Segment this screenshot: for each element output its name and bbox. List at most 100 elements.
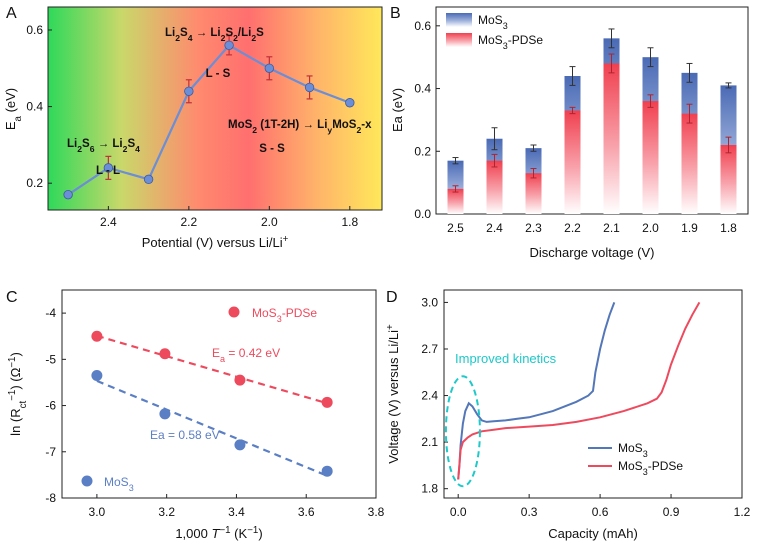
panel-a-point xyxy=(63,189,73,200)
panel-a-annotation-reaction: MoS2 (1T-2H) → LiyMoS2-x xyxy=(228,119,372,135)
panel-c-y-tick-label: -8 xyxy=(45,491,56,505)
panel-b-y-tick-label: 0.6 xyxy=(414,19,431,33)
panel-a-point xyxy=(103,163,114,173)
panel-c: C 3.0 3.2 3.4 3.6 3.8 -4 -5 -6 -7 -8 Ea = 0.42 eV… xyxy=(6,289,385,541)
panel-d-curve-mos3-pdse xyxy=(457,301,701,480)
panel-c-point xyxy=(234,439,246,451)
panel-a-x-axis-label: Potential (V) versus Li/Li+ xyxy=(142,234,289,251)
panel-c-x-axis-label: 1,000 T−1 (K−1) xyxy=(175,525,262,542)
panel-d-annotation: Improved kinetics xyxy=(455,351,557,366)
panel-b-frame xyxy=(435,6,749,215)
panel-c-point xyxy=(159,408,171,420)
panel-a-label: A xyxy=(6,5,17,22)
panel-a-annotation-reaction: Li2S6 → Li2S4 xyxy=(67,138,140,154)
panel-c-frame xyxy=(61,289,377,499)
panel-a-point xyxy=(184,86,194,96)
panel-a-annotation-region: S - S xyxy=(259,143,285,155)
panel-b: B 2.5 2.4 2.3 2.2 2.1 2.0 1.9 1.8 0.0 0.2 0.4 0.6 D… xyxy=(390,5,749,260)
panel-c-point xyxy=(234,374,246,386)
panel-c-point xyxy=(321,465,333,477)
panel-a-x-tick-label: 1.8 xyxy=(341,215,358,229)
panel-c-y-tick-label: -5 xyxy=(45,352,56,366)
panel-c-point xyxy=(321,396,333,408)
panel-c-fit-label-mos3: Ea = 0.58 eV xyxy=(150,428,220,442)
panel-b-x-tick-label: 2.4 xyxy=(486,221,503,235)
panel-a-background xyxy=(48,7,382,210)
panel-b-x-tick-label: 1.8 xyxy=(720,221,737,235)
panel-c-point xyxy=(91,370,103,382)
panel-d-highlight-ellipse xyxy=(444,375,481,488)
panel-b-y-tick-label: 0.4 xyxy=(414,82,431,96)
panel-a-x-tick-label: 2.0 xyxy=(261,215,278,229)
panel-a-y-tick-label: 0.4 xyxy=(26,100,43,114)
panel-c-point xyxy=(159,348,171,360)
panel-d-curve-mos3 xyxy=(457,302,616,480)
panel-d-frame xyxy=(443,289,743,499)
panel-a-x-tick-label: 2.4 xyxy=(100,215,117,229)
panel-b-x-axis-label: Discharge voltage (V) xyxy=(530,245,655,260)
panel-d-y-tick-label: 2.4 xyxy=(421,389,438,403)
panel-b-label: B xyxy=(390,5,401,22)
panel-b-x-tick-label: 2.1 xyxy=(603,221,620,235)
panel-d-legend-label: MoS3 xyxy=(618,441,648,459)
panel-c-fit-line xyxy=(96,334,328,405)
panel-c-legend-marker xyxy=(81,475,93,487)
panel-c-x-tick-label: 3.8 xyxy=(368,505,385,519)
panel-b-x-tick-label: 2.2 xyxy=(564,221,581,235)
panel-c-y-tick-label: -4 xyxy=(45,306,56,320)
panel-b-x-tick-label: 2.0 xyxy=(642,221,659,235)
panel-c-point xyxy=(91,330,103,342)
panel-a-y-tick-label: 0.6 xyxy=(26,23,43,37)
panel-a: A 2.4 2.2 2.0 1.8 0.2 0.4 0.6 Potential (V) ve… xyxy=(3,5,383,251)
panel-c-label: C xyxy=(6,289,18,306)
panel-a-point xyxy=(345,98,355,108)
panel-a-point xyxy=(143,174,154,185)
panel-a-point xyxy=(264,63,275,73)
panel-d-y-tick-label: 2.1 xyxy=(421,435,438,449)
panel-b-y-tick-label: 0.2 xyxy=(414,144,431,158)
panel-b-bar-mos3-pdse xyxy=(642,101,659,214)
panel-d-x-tick-label: 1.2 xyxy=(734,505,751,519)
panel-d-y-tick-label: 2.7 xyxy=(421,342,438,356)
panel-a-series-line xyxy=(67,43,351,196)
panel-b-x-tick-label: 2.3 xyxy=(525,221,542,235)
panel-b-x-tick-label: 2.5 xyxy=(447,221,464,235)
panel-a-x-tick-label: 2.2 xyxy=(180,215,197,229)
panel-a-annotation-region: L - S xyxy=(206,68,231,80)
panel-c-x-tick-label: 3.6 xyxy=(298,505,315,519)
panel-d-x-tick-label: 0.6 xyxy=(592,505,609,519)
panel-b-bar-mos3-pdse xyxy=(720,145,737,214)
panel-c-fit-label-pdse: Ea = 0.42 eV xyxy=(212,346,280,364)
panel-d-x-tick-label: 0.9 xyxy=(663,505,680,519)
panel-d-label: D xyxy=(386,289,398,306)
panel-a-annotation-region: L - L xyxy=(96,165,120,177)
panel-c-legend-label: MoS3 xyxy=(104,475,134,493)
panel-b-bar-mos3-pdse xyxy=(603,63,620,214)
panel-b-legend-swatch xyxy=(446,13,472,27)
panel-a-y-axis-label: Ea (eV) xyxy=(3,88,24,130)
panel-b-bar-mos3-pdse xyxy=(525,173,542,214)
panel-b-bar-mos3-pdse xyxy=(564,110,581,214)
panel-b-bar-mos3-pdse xyxy=(447,188,464,214)
panel-b-bar-mos3-pdse xyxy=(486,160,503,214)
panel-c-y-axis-label: ln (Rct−1) (Ω−1) xyxy=(7,352,29,436)
panel-d: D 0.0 0.3 0.6 0.9 1.2 1.8 2.1 2.4 2.7 3.0 Improve… xyxy=(385,289,751,541)
panel-d-x-axis-label: Capacity (mAh) xyxy=(548,526,638,541)
panel-a-point xyxy=(304,82,315,93)
panel-d-legend-label: MoS3-PDSe xyxy=(618,459,683,477)
panel-c-x-tick-label: 3.0 xyxy=(89,505,106,519)
panel-c-y-tick-label: -7 xyxy=(45,445,56,459)
panel-b-bar-mos3-pdse xyxy=(681,113,698,214)
panel-d-x-tick-label: 0.0 xyxy=(450,505,467,519)
panel-a-y-tick-label: 0.2 xyxy=(26,176,43,190)
panel-d-x-tick-label: 0.3 xyxy=(521,505,538,519)
panel-a-annotation-reaction: Li2S4 → Li2S2/Li2S xyxy=(165,27,264,43)
panel-c-y-tick-label: -6 xyxy=(45,399,56,413)
panel-b-y-tick-label: 0.0 xyxy=(414,207,431,221)
panel-d-y-axis-label: Voltage (V) versus Li/Li+ xyxy=(385,324,402,464)
panel-c-x-tick-label: 3.4 xyxy=(228,505,245,519)
panel-c-x-tick-label: 3.2 xyxy=(158,505,175,519)
panel-d-y-tick-label: 1.8 xyxy=(421,482,438,496)
panel-d-y-tick-label: 3.0 xyxy=(421,295,438,309)
